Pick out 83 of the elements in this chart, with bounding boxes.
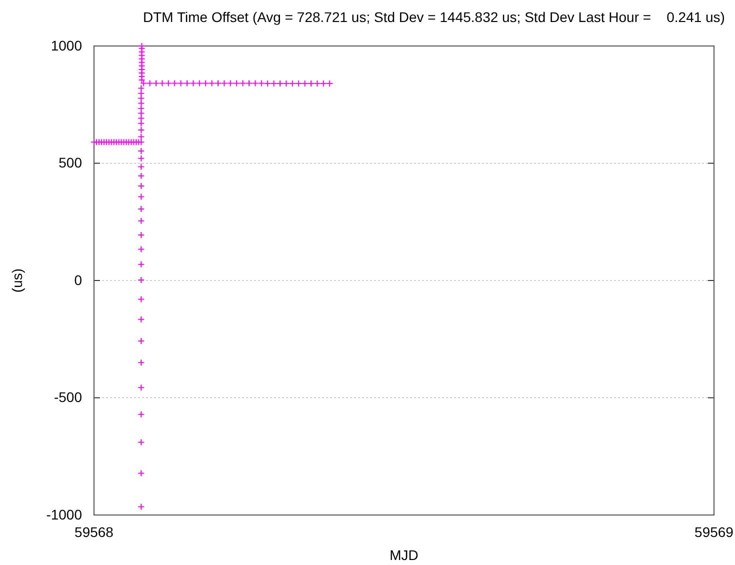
point	[138, 276, 145, 284]
y-axis-title: (us)	[9, 268, 25, 293]
point	[239, 80, 246, 87]
point	[138, 114, 145, 122]
point	[138, 359, 145, 366]
point	[138, 42, 146, 50]
point	[138, 384, 145, 392]
point	[220, 80, 228, 87]
point	[138, 90, 145, 97]
point	[118, 138, 125, 146]
point	[138, 172, 145, 180]
point	[120, 138, 128, 146]
point	[326, 80, 334, 88]
point	[320, 80, 327, 88]
point	[138, 316, 145, 323]
x-axis-title: MJD	[390, 547, 418, 563]
point	[202, 80, 210, 87]
point	[138, 133, 145, 140]
x-tick-label: 59569	[694, 524, 734, 540]
point	[138, 217, 145, 224]
y-tick-label: -1000	[46, 506, 82, 522]
point	[138, 104, 145, 112]
point	[282, 80, 290, 88]
chart-title: DTM Time Offset (Avg = 728.721 us; Std Dev = 1445.832 us; Std Dev Last Hour = 0.241 us)	[143, 9, 725, 25]
x-tick-label: 59568	[74, 524, 114, 540]
point	[158, 80, 166, 87]
point	[138, 76, 146, 84]
point	[314, 80, 321, 88]
point	[164, 80, 172, 87]
y-tick-label: 1000	[50, 37, 82, 54]
point	[138, 138, 145, 146]
point	[138, 84, 145, 92]
point	[108, 138, 115, 146]
point	[138, 205, 145, 212]
point	[270, 80, 278, 88]
point	[138, 182, 145, 190]
point	[171, 80, 178, 87]
point	[138, 193, 145, 200]
point	[138, 470, 145, 477]
point	[226, 80, 234, 87]
point	[146, 80, 154, 87]
point	[105, 138, 112, 146]
point	[112, 138, 120, 146]
point	[184, 80, 190, 87]
point	[233, 80, 240, 87]
point	[252, 80, 259, 87]
point	[138, 438, 145, 446]
point	[138, 100, 145, 107]
point	[138, 94, 145, 102]
point	[138, 503, 145, 510]
y-tick-label: -500	[54, 389, 82, 406]
point	[102, 138, 110, 146]
point	[177, 80, 184, 87]
y-tick-label: 500	[58, 154, 82, 171]
point	[138, 338, 145, 344]
point	[138, 296, 145, 303]
point	[301, 80, 308, 88]
point	[138, 154, 145, 162]
point	[138, 163, 145, 170]
point	[140, 80, 148, 87]
point	[258, 80, 265, 87]
point	[110, 138, 118, 146]
point	[152, 80, 160, 87]
point	[276, 80, 284, 88]
point	[214, 80, 222, 87]
point	[264, 80, 272, 88]
point	[208, 80, 216, 87]
point	[138, 126, 145, 134]
point	[115, 138, 122, 146]
point	[138, 148, 145, 155]
y-tick-label: 0	[74, 272, 82, 288]
point	[246, 80, 252, 87]
point	[308, 80, 314, 88]
point	[138, 232, 145, 239]
point	[196, 80, 203, 87]
point	[138, 246, 145, 253]
point	[138, 410, 145, 418]
point	[288, 80, 296, 88]
point	[138, 260, 145, 268]
point	[138, 120, 145, 127]
point	[190, 80, 197, 87]
point	[295, 80, 302, 88]
point	[138, 110, 145, 117]
